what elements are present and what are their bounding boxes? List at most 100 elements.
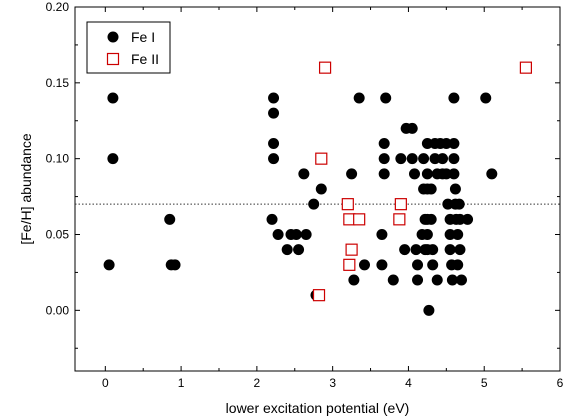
data-point-fe-i [425, 183, 437, 195]
data-point-fe-i [406, 122, 418, 134]
data-point-fe-i [427, 259, 439, 271]
data-point-fe-i [448, 153, 460, 165]
data-point-fe-i [406, 153, 418, 165]
data-point-fe-i [423, 304, 435, 316]
data-point-fe-i [446, 274, 458, 286]
data-point-fe-i [358, 259, 370, 271]
data-point-fe-i [399, 244, 411, 256]
data-point-fe-ii [393, 213, 406, 226]
x-tick-label: 3 [329, 376, 336, 390]
data-point-fe-i [378, 168, 390, 180]
data-point-fe-i [169, 259, 181, 271]
tick-labels: 0 1 2 3 4 5 6 0.00 0.05 0.10 0.15 0.20 [46, 0, 564, 390]
y-tick-label: 0.00 [46, 303, 70, 317]
x-tick-label: 5 [481, 376, 488, 390]
data-point-fe-i [107, 153, 119, 165]
data-point-fe-i [462, 213, 474, 225]
y-axis-label: [Fe/H] abundance [18, 133, 34, 245]
data-point-fe-i [268, 138, 280, 149]
data-point-fe-i [409, 168, 420, 180]
data-point-fe-i [107, 92, 119, 104]
x-tick-label: 6 [557, 376, 564, 390]
data-point-fe-i [298, 168, 310, 180]
data-point-fe-i [290, 229, 302, 240]
legend-label-fe-ii: Fe II [131, 51, 159, 67]
data-point-fe-i [272, 229, 284, 240]
data-point-fe-i [454, 213, 466, 225]
data-point-fe-i [412, 274, 424, 286]
data-point-fe-i [452, 229, 464, 240]
data-point-fe-i [449, 183, 461, 195]
legend: Fe I Fe II [86, 21, 171, 74]
data-point-fe-i [353, 92, 365, 104]
data-point-fe-ii [353, 213, 366, 226]
data-point-fe-i [378, 153, 390, 165]
data-point-fe-i [421, 229, 433, 240]
data-point-fe-i [346, 168, 358, 180]
axis-ticks [75, 6, 561, 371]
data-point-fe-i [418, 153, 430, 165]
series-fe-i [103, 92, 498, 316]
x-tick-label: 1 [178, 376, 185, 390]
data-point-fe-i [421, 168, 433, 180]
legend-marker-fe-i [107, 31, 119, 43]
data-point-fe-i [421, 138, 433, 149]
data-point-fe-i [266, 213, 278, 225]
data-point-fe-i [440, 138, 452, 149]
data-point-fe-i [448, 92, 460, 104]
data-point-fe-i [425, 213, 437, 225]
data-point-fe-i [429, 153, 441, 165]
data-points [103, 61, 532, 316]
data-point-fe-i [427, 244, 439, 256]
y-tick-label: 0.05 [46, 228, 70, 242]
legend-label-fe-i: Fe I [131, 29, 155, 45]
data-point-fe-i [437, 153, 449, 165]
plot-frame [74, 6, 561, 372]
data-point-fe-ii [312, 289, 326, 302]
data-point-fe-i [448, 138, 460, 149]
data-point-fe-i [444, 244, 456, 256]
data-point-fe-i [410, 244, 422, 256]
x-tick-label: 2 [254, 376, 261, 390]
data-point-fe-i [453, 198, 465, 210]
data-point-fe-i [431, 274, 443, 286]
data-point-fe-ii [315, 152, 328, 165]
data-point-fe-i [308, 198, 320, 210]
data-point-fe-i [452, 259, 464, 271]
data-point-fe-i [440, 168, 452, 180]
data-point-fe-ii [341, 198, 354, 211]
data-point-fe-i [268, 92, 280, 104]
data-point-fe-i [442, 198, 454, 210]
y-tick-label: 0.10 [46, 152, 70, 166]
plot-area-border [74, 6, 561, 372]
data-point-fe-i [454, 244, 466, 256]
legend-box [86, 21, 171, 74]
data-point-fe-i [376, 229, 388, 240]
data-point-fe-i [378, 138, 390, 149]
data-point-fe-i [486, 168, 498, 180]
data-point-fe-i [300, 229, 312, 240]
data-point-fe-i [412, 259, 424, 271]
data-point-fe-i [281, 244, 293, 256]
data-point-fe-i [480, 92, 492, 104]
y-tick-label: 0.20 [46, 0, 70, 14]
data-point-fe-ii [394, 198, 407, 211]
x-tick-label: 4 [405, 376, 412, 390]
data-point-fe-i [387, 274, 399, 286]
data-point-fe-ii [343, 258, 356, 271]
legend-marker-fe-ii [106, 52, 120, 66]
data-point-fe-i [455, 274, 467, 286]
y-tick-label: 0.15 [46, 76, 70, 90]
data-point-fe-i [164, 213, 176, 225]
data-point-fe-i [348, 274, 360, 286]
data-point-fe-ii [318, 61, 332, 74]
data-point-fe-i [395, 153, 407, 165]
x-axis-label: lower excitation potential (eV) [226, 400, 410, 416]
series-fe-ii [312, 61, 532, 302]
x-tick-label: 0 [102, 376, 109, 390]
data-point-fe-i [380, 92, 392, 104]
data-point-fe-i [103, 259, 115, 271]
data-point-fe-i [268, 153, 280, 165]
data-point-fe-i [444, 229, 456, 240]
